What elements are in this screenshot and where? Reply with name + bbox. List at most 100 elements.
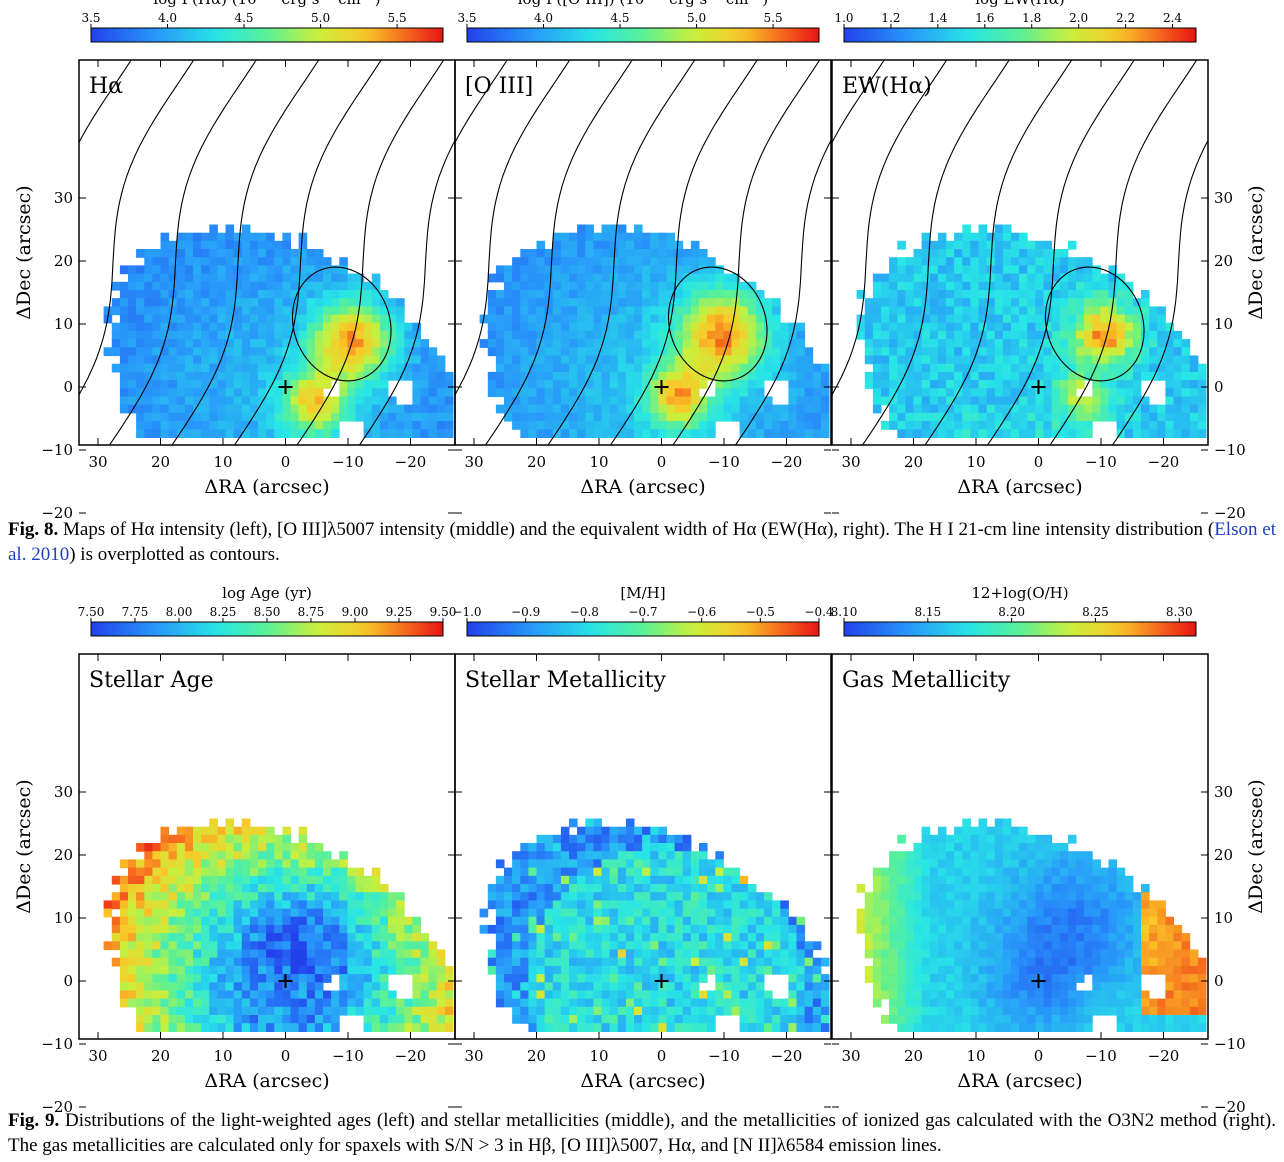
heatmap-cell bbox=[569, 363, 578, 373]
heatmap-cell bbox=[152, 290, 161, 299]
heatmap-cell bbox=[585, 834, 594, 844]
heatmap-cell bbox=[512, 257, 521, 266]
heatmap-cell bbox=[290, 363, 300, 373]
heatmap-cell bbox=[306, 867, 316, 877]
heatmap-cell bbox=[1035, 330, 1044, 340]
heatmap-cell bbox=[323, 421, 332, 430]
heatmap-cell bbox=[371, 306, 381, 316]
heatmap-cell bbox=[258, 843, 267, 852]
heatmap-cell bbox=[552, 933, 562, 942]
heatmap-cell bbox=[970, 330, 979, 340]
heatmap-cell bbox=[436, 957, 446, 967]
heatmap-cell bbox=[1141, 363, 1150, 373]
heatmap-cell bbox=[347, 306, 356, 316]
heatmap-cell bbox=[1100, 363, 1109, 373]
colorbar-tick-label: −0.7 bbox=[628, 605, 657, 619]
heatmap-cell bbox=[1076, 330, 1085, 340]
heatmap-cell bbox=[731, 273, 741, 283]
heatmap-cell bbox=[536, 1015, 546, 1024]
heatmap-cell bbox=[314, 884, 324, 893]
heatmap-cell bbox=[520, 875, 529, 885]
heatmap-cell bbox=[937, 908, 947, 918]
heatmap-cell bbox=[1051, 290, 1061, 299]
heatmap-cell bbox=[658, 834, 667, 844]
heatmap-cell bbox=[544, 396, 554, 406]
figure-8-citation-link[interactable]: Elson et al. 2010 bbox=[8, 519, 1276, 565]
heatmap-cell bbox=[258, 412, 267, 422]
heatmap-cell bbox=[201, 404, 210, 414]
heatmap-cell bbox=[747, 355, 757, 365]
heatmap-cell bbox=[298, 257, 308, 266]
heatmap-cell bbox=[298, 1015, 308, 1024]
heatmap-cell bbox=[1181, 355, 1191, 365]
heatmap-cell bbox=[970, 281, 979, 291]
heatmap-cell bbox=[495, 982, 505, 992]
heatmap-cell bbox=[363, 339, 373, 348]
heatmap-cell bbox=[986, 388, 996, 398]
heatmap-cell bbox=[617, 916, 627, 926]
heatmap-cell bbox=[674, 957, 684, 967]
heatmap-cell bbox=[986, 851, 996, 860]
heatmap-cell bbox=[954, 916, 963, 926]
heatmap-cell bbox=[420, 998, 430, 1008]
heatmap-cell bbox=[209, 843, 218, 852]
heatmap-cell bbox=[379, 363, 389, 373]
heatmap-cell bbox=[103, 900, 113, 910]
colorbar-title: log F(Hα) (10⁻²⁰ erg s⁻¹ cm⁻²) bbox=[153, 0, 380, 8]
heatmap-cell bbox=[577, 1023, 586, 1032]
heatmap-cell bbox=[946, 429, 955, 438]
heatmap-cell bbox=[978, 314, 988, 324]
heatmap-cell bbox=[290, 429, 300, 438]
heatmap-cell bbox=[168, 867, 178, 877]
heatmap-cell bbox=[536, 249, 546, 258]
heatmap-cell bbox=[994, 908, 1004, 918]
heatmap-cell bbox=[1165, 371, 1174, 381]
heatmap-cell bbox=[650, 843, 659, 852]
heatmap-cell bbox=[913, 355, 923, 365]
heatmap-cell bbox=[913, 974, 923, 983]
heatmap-cell bbox=[913, 257, 923, 266]
heatmap-cell bbox=[723, 949, 732, 959]
heatmap-cell bbox=[994, 998, 1004, 1008]
heatmap-cell bbox=[674, 990, 684, 1000]
heatmap-cell bbox=[544, 867, 554, 877]
heatmap-cell bbox=[772, 933, 781, 942]
heatmap-cell bbox=[699, 249, 708, 258]
heatmap-cell bbox=[715, 290, 724, 299]
heatmap-cell bbox=[536, 421, 546, 430]
heatmap-cell bbox=[487, 965, 497, 975]
heatmap-cell bbox=[617, 240, 627, 250]
heatmap-cell bbox=[954, 982, 963, 992]
heatmap-cell bbox=[128, 339, 137, 348]
heatmap-cell bbox=[946, 388, 955, 398]
heatmap-cell bbox=[512, 273, 521, 283]
heatmap-cell bbox=[634, 974, 643, 983]
heatmap-cell bbox=[986, 924, 996, 934]
heatmap-cell bbox=[707, 957, 716, 967]
heatmap-cell bbox=[379, 949, 389, 959]
heatmap-cell bbox=[625, 924, 635, 934]
heatmap-cell bbox=[772, 330, 781, 340]
heatmap-cell bbox=[755, 339, 765, 348]
heatmap-cell bbox=[881, 363, 890, 373]
heatmap-cell bbox=[144, 421, 153, 430]
heatmap-cell bbox=[1051, 412, 1061, 422]
heatmap-cell bbox=[617, 982, 627, 992]
heatmap-cell bbox=[905, 1006, 914, 1016]
x-tick-label: −20 bbox=[395, 453, 427, 471]
heatmap-cell bbox=[650, 1006, 659, 1016]
heatmap-cell bbox=[444, 982, 454, 992]
heatmap-cell bbox=[601, 330, 611, 340]
heatmap-cell bbox=[617, 875, 627, 885]
heatmap-cell bbox=[650, 380, 659, 389]
heatmap-cell bbox=[707, 859, 716, 869]
heatmap-cell bbox=[707, 265, 716, 275]
heatmap-cell bbox=[585, 941, 594, 951]
heatmap-cell bbox=[601, 884, 611, 893]
heatmap-cell bbox=[152, 396, 161, 406]
heatmap-cell bbox=[314, 843, 324, 852]
heatmap-cell bbox=[954, 347, 963, 357]
heatmap-cell bbox=[994, 281, 1004, 291]
heatmap-cell bbox=[715, 990, 724, 1000]
heatmap-cell bbox=[1019, 281, 1028, 291]
